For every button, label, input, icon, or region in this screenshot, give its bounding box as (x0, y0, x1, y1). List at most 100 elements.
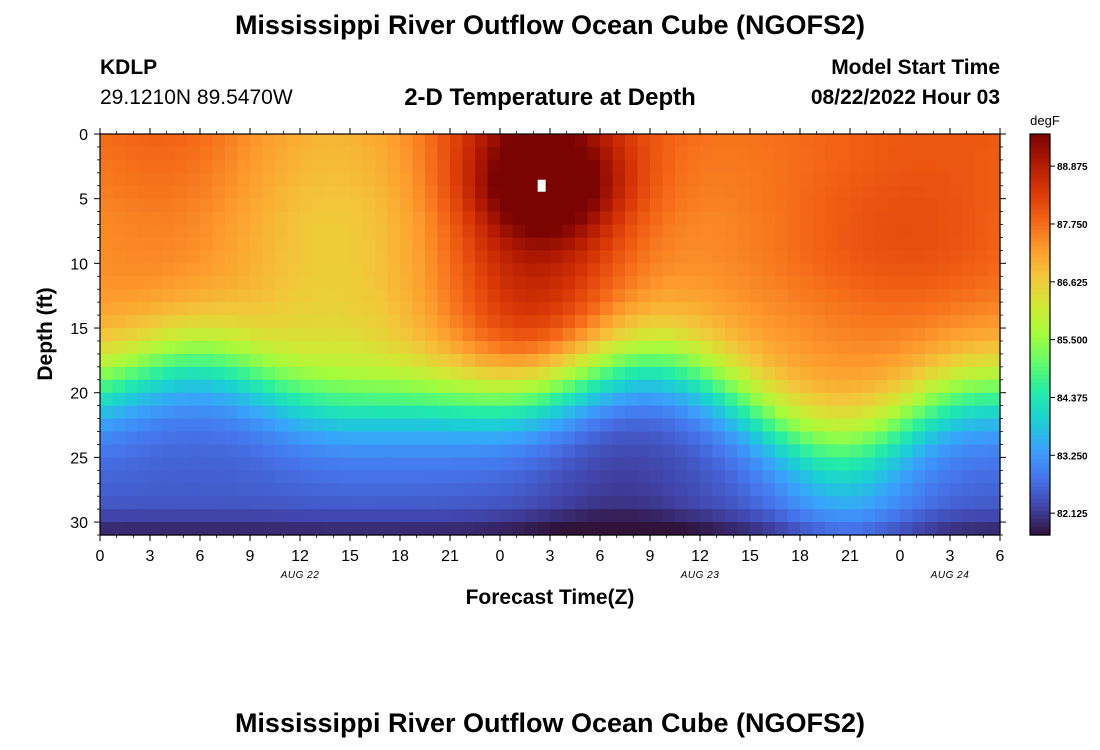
heatmap-cell (462, 134, 476, 148)
heatmap-cell (675, 276, 689, 290)
heatmap-cell (237, 159, 251, 174)
heatmap-cell (912, 353, 926, 368)
heatmap-cell (187, 289, 201, 303)
heatmap-cell (737, 237, 751, 252)
heatmap-cell (412, 134, 426, 148)
heatmap-cell (112, 224, 126, 239)
heatmap-cell (887, 328, 901, 342)
heatmap-cell (862, 134, 876, 148)
heatmap-cell (600, 405, 614, 420)
heatmap-cell (437, 496, 451, 510)
heatmap-cell (725, 522, 739, 536)
heatmap-cell (487, 509, 501, 523)
colorbar-segment (1030, 250, 1050, 255)
heatmap-cell (312, 340, 326, 355)
heatmap-cell (312, 276, 326, 290)
heatmap-cell (700, 470, 714, 484)
heatmap-cell (162, 405, 176, 420)
heatmap-cell (100, 263, 114, 277)
heatmap-cell (837, 224, 851, 239)
heatmap-cell (762, 353, 776, 368)
heatmap-cell (962, 224, 976, 239)
heatmap-cell (637, 146, 651, 161)
heatmap-cell (162, 250, 176, 264)
heatmap-cell (637, 263, 651, 277)
heatmap-cell (850, 366, 864, 381)
heatmap-cell (662, 418, 676, 433)
colorbar-segment (1030, 246, 1050, 251)
heatmap-cell (375, 379, 389, 394)
heatmap-cell (300, 224, 314, 239)
heatmap-cell (150, 444, 164, 458)
heatmap-cell (437, 159, 451, 174)
heatmap-cell (375, 366, 389, 381)
x-tick-label: 0 (496, 548, 505, 565)
heatmap-cell (837, 353, 851, 368)
heatmap-cell (900, 379, 914, 394)
heatmap-cell (737, 444, 751, 458)
heatmap-cell (925, 224, 939, 239)
heatmap-cell (650, 418, 664, 433)
heatmap-cell (337, 328, 351, 342)
heatmap-cell (200, 353, 214, 368)
heatmap-cell (237, 250, 251, 264)
heatmap-cell (350, 315, 364, 329)
heatmap-cell (887, 340, 901, 355)
heatmap-cell (437, 211, 451, 226)
colorbar-segment (1030, 330, 1050, 336)
heatmap-cell (887, 302, 901, 316)
heatmap-cell (150, 276, 164, 290)
heatmap-cell (462, 289, 476, 303)
heatmap-cell (975, 470, 989, 484)
heatmap-cell (200, 237, 214, 252)
heatmap-cell (212, 185, 226, 200)
heatmap-cell (412, 379, 426, 394)
heatmap-cell (512, 134, 526, 148)
heatmap-cell (837, 379, 851, 394)
heatmap-cell (887, 470, 901, 484)
heatmap-cell (362, 172, 376, 187)
heatmap-cell (362, 289, 376, 303)
heatmap-cell (800, 509, 814, 523)
heatmap-cell (525, 496, 539, 510)
heatmap-cell (550, 522, 564, 536)
heatmap-cell (375, 483, 389, 497)
heatmap-cell (537, 444, 551, 458)
y-tick-label: 30 (70, 515, 88, 532)
heatmap-cell (337, 444, 351, 458)
heatmap-cell (462, 496, 476, 510)
heatmap-cell (550, 198, 564, 213)
colorbar-segment (1030, 494, 1050, 500)
heatmap-cell (837, 146, 851, 161)
heatmap-cell (812, 159, 826, 174)
heatmap-cell (575, 431, 589, 446)
heatmap-cell (425, 366, 439, 381)
heatmap-cell (762, 496, 776, 510)
heatmap-cell (362, 237, 376, 252)
heatmap-cell (250, 522, 264, 536)
heatmap-cell (562, 328, 576, 342)
heatmap-cell (900, 405, 914, 420)
heatmap-cell (137, 172, 151, 187)
heatmap-cell (387, 172, 401, 187)
heatmap-cell (162, 509, 176, 523)
heatmap-cell (800, 211, 814, 226)
heatmap-cell (112, 366, 126, 381)
heatmap-cell (937, 328, 951, 342)
heatmap-cell (900, 289, 914, 303)
heatmap-cell (862, 366, 876, 381)
heatmap-cell (575, 185, 589, 200)
heatmap-cell (462, 250, 476, 264)
heatmap-cell (687, 366, 701, 381)
heatmap-cell (212, 366, 226, 381)
heatmap-cell (387, 366, 401, 381)
heatmap-cell (850, 159, 864, 174)
heatmap-cell (200, 211, 214, 226)
heatmap-cell (775, 211, 789, 226)
heatmap-cell (675, 315, 689, 329)
heatmap-cell (450, 172, 464, 187)
heatmap-cell (437, 509, 451, 523)
heatmap-cell (450, 315, 464, 329)
heatmap-cell (812, 418, 826, 433)
heatmap-cell (900, 198, 914, 213)
